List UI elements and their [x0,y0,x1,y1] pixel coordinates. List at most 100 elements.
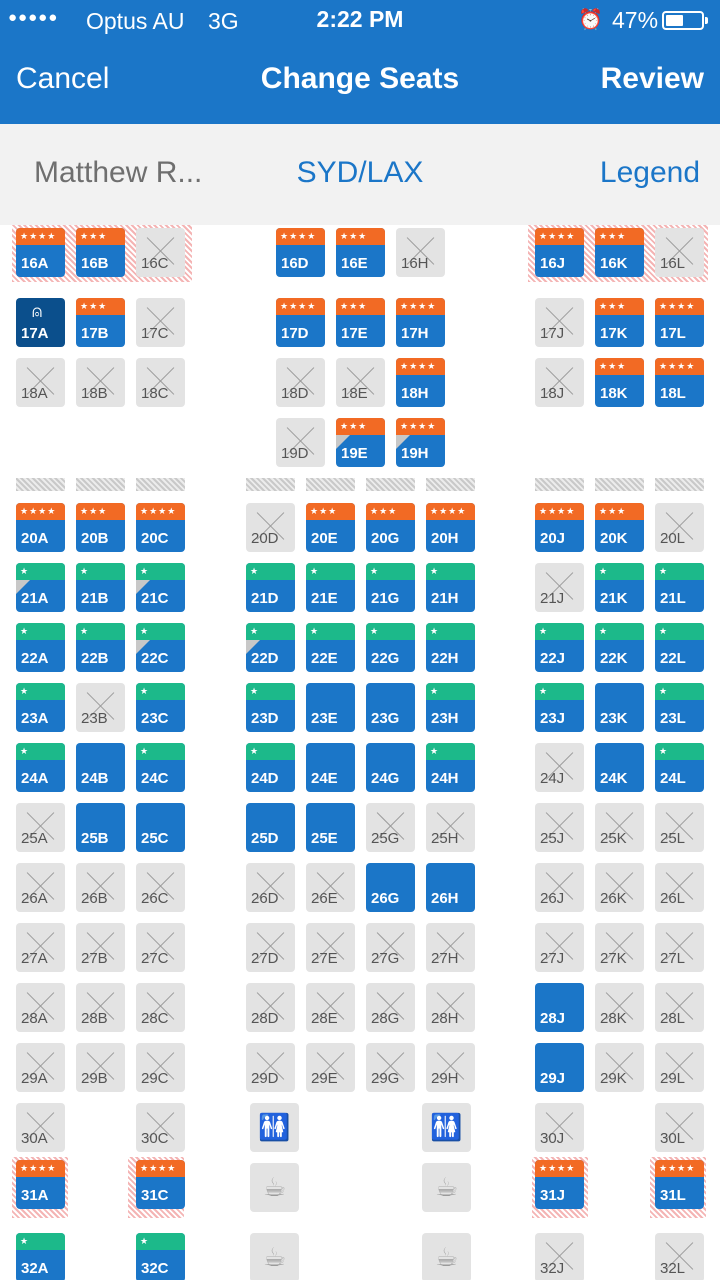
seat-24e[interactable]: 24E [306,743,355,792]
seat-24g[interactable]: 24G [366,743,415,792]
seat-18l[interactable]: ★★★★ 18L [655,358,704,407]
seat-23d[interactable]: ★ 23D [246,683,295,732]
seat-21d[interactable]: ★ 21D [246,563,295,612]
seat-label: 26C [141,890,169,907]
seat-21l[interactable]: ★ 21L [655,563,704,612]
seat-label: 30L [660,1130,686,1147]
seat-label: 17J [540,325,565,342]
seat-21k[interactable]: ★ 21K [595,563,644,612]
seat-label: 26D [251,890,279,907]
seat-rating-stars: ★ [535,683,584,700]
seat-29j[interactable]: 29J [535,1043,584,1092]
seat-17k[interactable]: ★★★ 17K [595,298,644,347]
seat-label: 26J [540,890,565,907]
seat-label: 21K [600,590,628,607]
seat-31l[interactable]: ★★★★ 31L [655,1160,704,1209]
seat-23k[interactable]: 23K [595,683,644,732]
seat-19h[interactable]: ★★★★ 19H [396,418,445,467]
review-button[interactable]: Review [600,62,704,95]
seat-31c[interactable]: ★★★★ 31C [136,1160,185,1209]
seat-20b[interactable]: ★★★ 20B [76,503,125,552]
seat-22d[interactable]: ★ 22D [246,623,295,672]
seat-24c[interactable]: ★ 24C [136,743,185,792]
route-selector[interactable]: SYD/LAX [296,156,424,189]
seat-22e[interactable]: ★ 22E [306,623,355,672]
seat-22g[interactable]: ★ 22G [366,623,415,672]
seat-32a[interactable]: ★ 32A [16,1233,65,1280]
seat-22b[interactable]: ★ 22B [76,623,125,672]
seat-rating-stars: ★★★ [336,418,385,435]
seat-21e[interactable]: ★ 21E [306,563,355,612]
seat-24a[interactable]: ★ 24A [16,743,65,792]
seat-label: 22G [371,650,400,667]
seat-25b[interactable]: 25B [76,803,125,852]
seat-24h[interactable]: ★ 24H [426,743,475,792]
exit-row-divider [426,478,475,491]
seat-25c[interactable]: 25C [136,803,185,852]
seat-22l[interactable]: ★ 22L [655,623,704,672]
seat-23a[interactable]: ★ 23A [16,683,65,732]
seat-24k[interactable]: 24K [595,743,644,792]
seat-26h[interactable]: 26H [426,863,475,912]
seat-23g[interactable]: 23G [366,683,415,732]
seat-16j[interactable]: ★★★★ 16J [535,228,584,277]
seat-17l[interactable]: ★★★★ 17L [655,298,704,347]
seat-23e[interactable]: 23E [306,683,355,732]
seat-label: 18J [540,385,565,402]
seat-20j[interactable]: ★★★★ 20J [535,503,584,552]
seat-20c[interactable]: ★★★★ 20C [136,503,185,552]
seat-31j[interactable]: ★★★★ 31J [535,1160,584,1209]
seat-21c[interactable]: ★ 21C [136,563,185,612]
seat-24b[interactable]: 24B [76,743,125,792]
seat-24l[interactable]: ★ 24L [655,743,704,792]
seat-19e[interactable]: ★★★ 19E [336,418,385,467]
seat-25d[interactable]: 25D [246,803,295,852]
seat-label: 16D [281,255,309,272]
seat-21h[interactable]: ★ 21H [426,563,475,612]
seat-20h[interactable]: ★★★★ 20H [426,503,475,552]
seat-20g[interactable]: ★★★ 20G [366,503,415,552]
cancel-button[interactable]: Cancel [16,62,110,95]
seat-label: 17C [141,325,169,342]
seat-21g[interactable]: ★ 21G [366,563,415,612]
seat-22a[interactable]: ★ 22A [16,623,65,672]
seat-20a[interactable]: ★★★★ 20A [16,503,65,552]
seat-31a[interactable]: ★★★★ 31A [16,1160,65,1209]
seat-17e[interactable]: ★★★ 17E [336,298,385,347]
seat-20k[interactable]: ★★★ 20K [595,503,644,552]
seat-21b[interactable]: ★ 21B [76,563,125,612]
seat-23h[interactable]: ★ 23H [426,683,475,732]
seat-24d[interactable]: ★ 24D [246,743,295,792]
seat-16e[interactable]: ★★★ 16E [336,228,385,277]
seat-26g[interactable]: 26G [366,863,415,912]
seat-16b[interactable]: ★★★ 16B [76,228,125,277]
seat-27c: 27C [136,923,185,972]
seat-20e[interactable]: ★★★ 20E [306,503,355,552]
seat-22j[interactable]: ★ 22J [535,623,584,672]
seat-18k[interactable]: ★★★ 18K [595,358,644,407]
seat-22h[interactable]: ★ 22H [426,623,475,672]
seat-18e: 18E [336,358,385,407]
passenger-selector[interactable]: Matthew R... [34,156,203,189]
seat-28j[interactable]: 28J [535,983,584,1032]
legend-button[interactable]: Legend [599,156,700,189]
flight-info-bar: Matthew R... SYD/LAX Legend [0,124,720,225]
seat-21a[interactable]: ★ 21A [16,563,65,612]
seat-16k[interactable]: ★★★ 16K [595,228,644,277]
seat-map: ★★★★ 16A ★★★ 16B 16C ★★★★ 16D ★★★ 16E 16H ★★★★ 16J ★… [0,225,720,1280]
seat-25e[interactable]: 25E [306,803,355,852]
seat-23l[interactable]: ★ 23L [655,683,704,732]
seat-22k[interactable]: ★ 22K [595,623,644,672]
seat-16a[interactable]: ★★★★ 16A [16,228,65,277]
seat-32c[interactable]: ★ 32C [136,1233,185,1280]
seat-17a[interactable]: ⍝ 17A [16,298,65,347]
seat-17d[interactable]: ★★★★ 17D [276,298,325,347]
seat-18h[interactable]: ★★★★ 18H [396,358,445,407]
seat-17b[interactable]: ★★★ 17B [76,298,125,347]
seat-23c[interactable]: ★ 23C [136,683,185,732]
seat-22c[interactable]: ★ 22C [136,623,185,672]
seat-16d[interactable]: ★★★★ 16D [276,228,325,277]
seat-17h[interactable]: ★★★★ 17H [396,298,445,347]
seat-23j[interactable]: ★ 23J [535,683,584,732]
seat-29h: 29H [426,1043,475,1092]
